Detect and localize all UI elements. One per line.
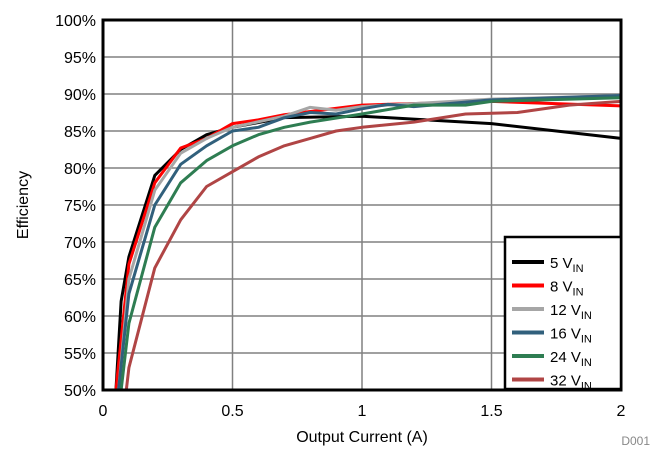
series-line xyxy=(114,114,622,391)
legend-label: 24 VIN xyxy=(550,349,592,369)
y-tick-label: 90% xyxy=(64,87,96,104)
legend: 5 VIN 8 VIN 12 VIN 16 VIN 24 VIN 32 VIN xyxy=(503,235,623,393)
series-lines xyxy=(114,93,622,391)
y-tick-label: 75% xyxy=(64,198,96,215)
x-tick-label: 1.5 xyxy=(480,403,502,420)
legend-label: 8 VIN xyxy=(550,279,584,299)
figure-id: D001 xyxy=(621,434,650,448)
y-tick-label: 50% xyxy=(64,383,96,400)
y-tick-label: 55% xyxy=(64,346,96,363)
x-tick-label: 1 xyxy=(358,403,367,420)
y-tick-label: 65% xyxy=(64,272,96,289)
y-tick-label: 70% xyxy=(64,235,96,252)
y-tick-label: 95% xyxy=(64,50,96,67)
series-line xyxy=(119,96,622,391)
legend-label: 16 VIN xyxy=(550,326,592,346)
x-tick-label: 0 xyxy=(99,403,108,420)
y-axis-label: Efficiency xyxy=(15,171,32,239)
x-tick-label: 0.5 xyxy=(221,403,243,420)
legend-label: 12 VIN xyxy=(550,302,592,322)
x-tick-label: 2 xyxy=(617,403,626,420)
plot-frame xyxy=(101,18,623,392)
y-tick-label: 80% xyxy=(64,161,96,178)
legend-label: 5 VIN xyxy=(550,255,584,275)
y-tick-label: 85% xyxy=(64,124,96,141)
x-axis-label: Output Current (A) xyxy=(296,429,428,446)
tick-labels: 50% 55% 60% 65% 70% 75% 80% 85% 90% 95% 100% 0 0.5 1 1… xyxy=(55,13,625,420)
y-tick-label: 60% xyxy=(64,309,96,326)
legend-label: 32 VIN xyxy=(550,373,592,393)
series-line xyxy=(124,99,622,391)
y-tick-label: 100% xyxy=(55,13,96,30)
